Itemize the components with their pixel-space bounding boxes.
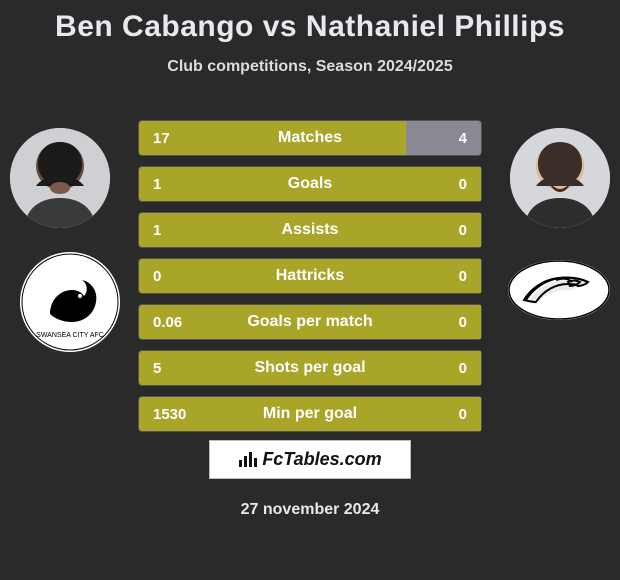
stat-value-left: 1530 [139,406,199,423]
stat-row: 0Hattricks0 [138,258,482,294]
stat-value-left: 5 [139,360,199,377]
stat-value-left: 0.06 [139,314,199,331]
stat-value-right: 0 [421,406,481,423]
stat-row: 17Matches4 [138,120,482,156]
stat-row: 1Goals0 [138,166,482,202]
stat-row: 5Shots per goal0 [138,350,482,386]
stat-value-right: 4 [421,130,481,147]
date-text: 27 november 2024 [0,501,620,519]
stat-row: 1530Min per goal0 [138,396,482,432]
stat-label: Goals [199,175,421,193]
stat-label: Matches [199,129,421,147]
stat-value-right: 0 [421,314,481,331]
stat-value-right: 0 [421,268,481,285]
stat-value-left: 1 [139,176,199,193]
stat-value-right: 0 [421,176,481,193]
player-avatar-right [510,128,610,228]
stat-value-right: 0 [421,360,481,377]
stat-label: Shots per goal [199,359,421,377]
stat-row: 0.06Goals per match0 [138,304,482,340]
stat-row: 1Assists0 [138,212,482,248]
svg-text:SWANSEA CITY AFC: SWANSEA CITY AFC [36,332,104,339]
brand-badge: FcTables.com [209,440,410,479]
club-crest-right [508,260,610,320]
stat-value-left: 0 [139,268,199,285]
stats-rows: 17Matches41Goals01Assists00Hattricks00.0… [138,120,482,442]
brand-text: FcTables.com [262,449,381,469]
stat-value-right: 0 [421,222,481,239]
stat-label: Goals per match [199,313,421,331]
stat-value-left: 1 [139,222,199,239]
page-title: Ben Cabango vs Nathaniel Phillips [0,0,620,44]
stat-label: Assists [199,221,421,239]
club-crest-left: SWANSEA CITY AFC [20,252,120,352]
player-avatar-left [10,128,110,228]
bars-icon [238,450,258,468]
stat-value-left: 17 [139,130,199,147]
footer: FcTables.com 27 november 2024 [0,440,620,519]
page-subtitle: Club competitions, Season 2024/2025 [0,58,620,76]
stat-label: Min per goal [199,405,421,423]
stat-label: Hattricks [199,267,421,285]
